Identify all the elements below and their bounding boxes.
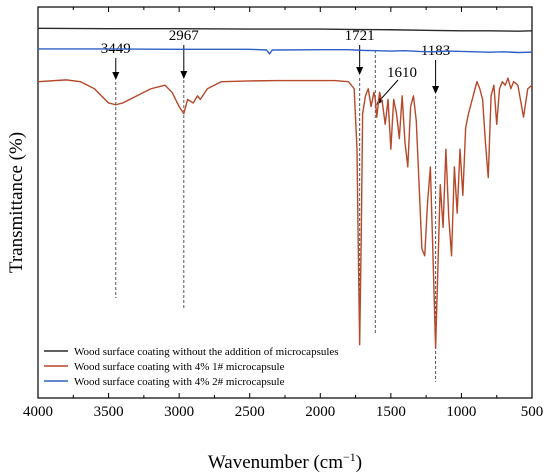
annotation-arrowhead [180,71,188,79]
x-tick-label: 2500 [235,404,265,420]
spectra [37,27,533,349]
x-axis-label: Wavenumber (cm−1) [208,450,362,473]
annotation-arrowhead [356,67,364,75]
series-line-1 [37,27,533,32]
x-tick-label: 1000 [446,404,476,420]
x-tick-label: 3000 [164,404,194,420]
legend-label-3: Wood surface coating with 4% 2# microcap… [74,376,285,388]
y-axis-label: Transmittance (%) [6,132,27,273]
annotation-label: 2967 [169,28,200,44]
x-tick-label: 4000 [23,404,53,420]
annotation-label: 1610 [387,65,417,81]
x-tick-label: 500 [521,404,544,420]
legend-label-1: Wood surface coating without the additio… [74,346,339,358]
x-tick-label: 3500 [94,404,124,420]
annotation-arrowhead [112,72,120,80]
series-line-2 [37,77,533,349]
legend: Wood surface coating without the additio… [44,346,339,388]
series-line-3 [38,48,533,55]
axis-labels: Wavenumber (cm−1) Transmittance (%) [6,132,362,473]
axes: 4000 3500 3000 2500 2000 1500 1000 500 [23,6,544,420]
annotation-label: 1721 [345,28,375,44]
x-tick-label: 1500 [376,404,406,420]
legend-label-2: Wood surface coating with 4% 1# microcap… [74,361,285,373]
annotation-arrowhead [432,86,440,94]
x-tick-label: 2000 [305,404,335,420]
